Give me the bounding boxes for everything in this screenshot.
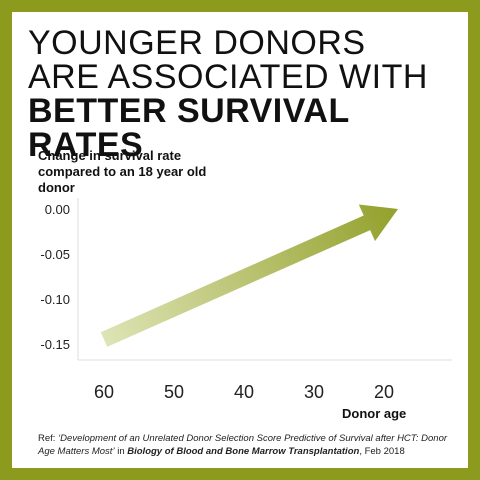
infographic-card: YOUNGER DONORS ARE ASSOCIATED WITH BETTE… xyxy=(12,12,468,468)
reference-note: Ref: ‘Development of an Unrelated Donor … xyxy=(38,432,458,458)
x-tick-label: 20 xyxy=(374,382,394,402)
y-ticks: 0.00 -0.05 -0.10 -0.15 xyxy=(40,202,70,352)
y-tick-label: -0.05 xyxy=(40,247,70,262)
x-tick-label: 60 xyxy=(94,382,114,402)
x-ticks: 60 50 40 30 20 xyxy=(94,382,394,402)
y-tick-label: -0.15 xyxy=(40,337,70,352)
y-tick-label: 0.00 xyxy=(45,202,70,217)
y-axis-label: Change in survival rate compared to an 1… xyxy=(38,148,207,195)
x-axis-label: Donor age xyxy=(342,406,407,421)
reference-mid: in xyxy=(114,446,128,457)
reference-suffix: , Feb 2018 xyxy=(359,446,405,457)
y-tick-label: -0.10 xyxy=(40,292,70,307)
reference-title: ‘Development of an Unrelated Donor Selec… xyxy=(38,433,448,457)
x-tick-label: 40 xyxy=(234,382,254,402)
reference-journal: Biology of Blood and Bone Marrow Transpl… xyxy=(127,446,360,457)
headline: YOUNGER DONORS ARE ASSOCIATED WITH BETTE… xyxy=(28,26,468,162)
x-tick-label: 50 xyxy=(164,382,184,402)
chart: 0.00 -0.05 -0.10 -0.15 60 50 40 30 20 xyxy=(40,198,452,402)
reference-prefix: Ref: xyxy=(38,433,59,444)
data-series xyxy=(100,204,399,347)
trend-arrow xyxy=(100,204,399,347)
headline-line-3: BETTER SURVIVAL RATES xyxy=(28,92,350,164)
headline-line-1: YOUNGER DONORS xyxy=(28,24,366,62)
x-tick-label: 30 xyxy=(304,382,324,402)
headline-line-2: ARE ASSOCIATED WITH xyxy=(28,58,428,96)
